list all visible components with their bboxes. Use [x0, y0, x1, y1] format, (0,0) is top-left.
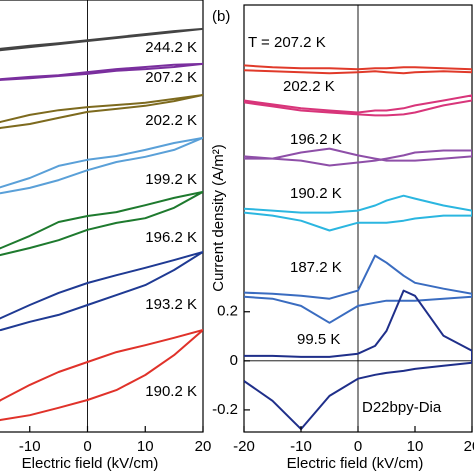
curves [0, 27, 203, 422]
curve-label: T = 207.2 K [248, 34, 326, 51]
x-tick-label: 20 [195, 438, 212, 455]
curve-label: 99.5 K [297, 331, 340, 348]
annotation: D22bpy-Dia [362, 399, 442, 416]
x-tick-label: 0 [354, 438, 362, 455]
curve-label: 202.2 K [283, 78, 335, 95]
curve [0, 190, 203, 257]
x-tick-label: -20 [233, 438, 255, 455]
curve [244, 194, 472, 232]
curve [244, 147, 472, 167]
curve [0, 250, 203, 332]
x-axis-label: Electric field (kV/cm) [287, 455, 424, 472]
y-axis-label: Current density (A/m²) [210, 144, 227, 292]
curve-label: 196.2 K [145, 229, 197, 246]
curve [0, 94, 203, 130]
x-tick-label: -10 [290, 438, 312, 455]
x-tick-label: 0 [83, 438, 91, 455]
curve [244, 254, 472, 324]
y-tick-label: 0.2 [217, 303, 238, 320]
curve [244, 289, 472, 431]
x-tick-label: -10 [19, 438, 41, 455]
curve [0, 27, 203, 52]
curve [244, 94, 472, 117]
curve-label: 244.2 K [145, 39, 197, 56]
curve [0, 136, 203, 195]
curve [0, 62, 203, 81]
curve-label: 187.2 K [290, 259, 342, 276]
x-tick-label: 10 [407, 438, 424, 455]
curve-label: 190.2 K [145, 383, 197, 400]
curves [244, 64, 472, 431]
curve-label: 190.2 K [290, 185, 342, 202]
curve-label: 199.2 K [145, 171, 197, 188]
x-axis-label: Electric field (kV/cm) [22, 455, 159, 472]
curve [0, 329, 203, 422]
curve-label: 207.2 K [145, 69, 197, 86]
curve-label: 196.2 K [290, 131, 342, 148]
x-tick-label: 10 [137, 438, 154, 455]
curve [244, 64, 472, 75]
y-tick-label: 0 [230, 352, 238, 369]
curve-label: 193.2 K [145, 296, 197, 313]
curve-label: 202.2 K [145, 112, 197, 129]
x-tick-label: 20 [464, 438, 474, 455]
y-tick-label: -0.2 [212, 401, 238, 418]
panel-label: (b) [212, 8, 230, 25]
